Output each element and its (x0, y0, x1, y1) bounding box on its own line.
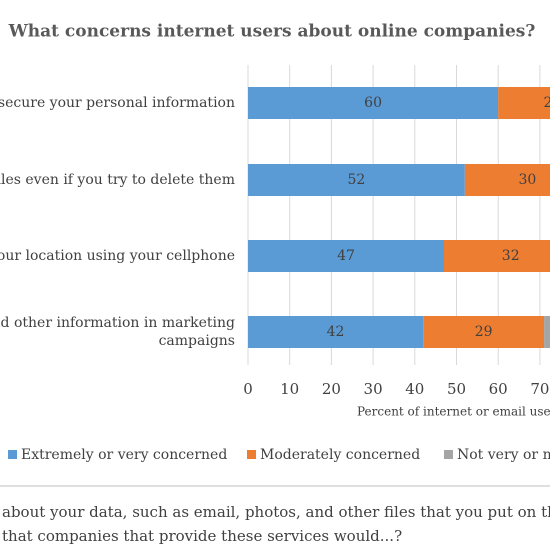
bar-segment (248, 240, 444, 272)
y-tick-label: y secure your personal information (0, 95, 235, 111)
x-tick-label: 30 (364, 380, 383, 398)
legend-label: Extremely or very concerned (21, 447, 227, 463)
bar-segment (464, 164, 550, 196)
chart-title: What concerns internet users about onlin… (8, 22, 536, 42)
legend-swatch (444, 450, 453, 459)
y-tick-label: files even if you try to delete them (0, 172, 235, 188)
x-tick-label: 70 (530, 380, 549, 398)
x-axis-label: Percent of internet or email user (357, 405, 550, 419)
value-label: 52 (348, 172, 366, 188)
bar-segment (498, 87, 550, 119)
legend-label: Not very or no (457, 447, 550, 463)
value-label: 26 (543, 95, 550, 111)
bar-segment (443, 240, 550, 272)
bar-segment (248, 164, 465, 196)
value-label: 32 (502, 248, 520, 264)
x-tick-label: 20 (322, 380, 341, 398)
bar-segment (248, 87, 499, 119)
bar-segment (544, 316, 550, 348)
value-label: 47 (337, 248, 355, 264)
x-tick-label: 50 (447, 380, 466, 398)
x-tick-label: 0 (243, 380, 253, 398)
value-label: 42 (327, 324, 345, 340)
x-tick-label: 60 (489, 380, 508, 398)
y-tick-label: and other information in marketing campai… (0, 315, 235, 349)
bar-segment (423, 316, 545, 348)
legend-swatch (247, 450, 256, 459)
x-tick-label: 10 (280, 380, 299, 398)
value-label: 29 (475, 324, 493, 340)
bar-segment (248, 316, 424, 348)
legend-swatch (8, 450, 17, 459)
legend-label: Moderately concerned (260, 447, 420, 463)
footnote: that companies that provide these servic… (2, 527, 402, 545)
value-label: 60 (364, 95, 382, 111)
x-tick-label: 40 (405, 380, 424, 398)
value-label: 30 (518, 172, 536, 188)
footnote: about your data, such as email, photos, … (2, 503, 550, 521)
y-tick-label: your location using your cellphone (0, 248, 235, 264)
